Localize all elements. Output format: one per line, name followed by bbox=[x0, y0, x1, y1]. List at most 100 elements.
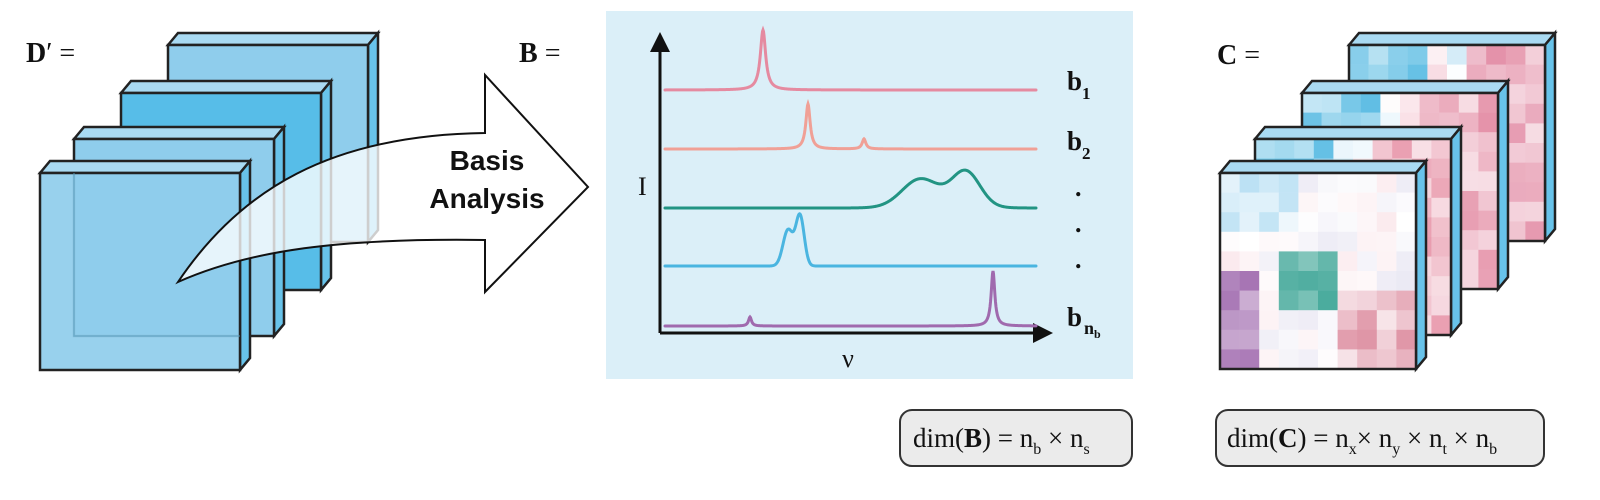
heatmap-cell bbox=[1278, 329, 1299, 350]
heatmap-cell bbox=[1478, 132, 1499, 153]
heatmap-cell bbox=[1239, 271, 1260, 291]
heatmap-cell bbox=[1298, 310, 1319, 331]
heatmap-cell bbox=[1439, 93, 1460, 113]
heatmap-cell bbox=[1239, 173, 1260, 193]
heatmap-cell bbox=[1298, 231, 1319, 252]
heatmap-cell bbox=[1318, 192, 1338, 213]
heatmap-cell bbox=[1259, 212, 1280, 233]
heatmap-cell bbox=[1431, 217, 1452, 238]
heatmap-cell bbox=[1239, 231, 1260, 252]
basis-curve-b4 bbox=[663, 212, 1038, 268]
label-c: C = bbox=[1217, 40, 1260, 71]
heatmap-cell bbox=[1259, 310, 1280, 331]
heatmap-cell bbox=[1259, 192, 1280, 213]
heatmap-cell bbox=[1458, 171, 1479, 192]
basis-curve-bnb bbox=[663, 270, 1038, 328]
heatmap-cell bbox=[1525, 45, 1546, 65]
heatmap-cell bbox=[1313, 139, 1334, 159]
heatmap-cell bbox=[1376, 251, 1397, 272]
heatmap-cell bbox=[1239, 251, 1260, 272]
heatmap-cell bbox=[1427, 45, 1448, 65]
heatmap-cell bbox=[1525, 201, 1546, 222]
heatmap-cell bbox=[1376, 231, 1397, 252]
heatmap-cell bbox=[1447, 64, 1467, 85]
heatmap-cell bbox=[1220, 251, 1240, 272]
heatmap-cell bbox=[1357, 290, 1378, 311]
heatmap-cell bbox=[1360, 93, 1381, 113]
heatmap-cell bbox=[1341, 93, 1362, 113]
heatmap-cell bbox=[1274, 139, 1295, 159]
heatmap-cell bbox=[1466, 64, 1487, 85]
heatmap-cell bbox=[1447, 45, 1467, 65]
heatmap-cell bbox=[1337, 271, 1358, 291]
x-axis-arrowhead bbox=[1033, 323, 1053, 343]
heatmap-cell bbox=[1396, 192, 1417, 213]
heatmap-cell bbox=[1259, 251, 1280, 272]
heatmap-cell bbox=[1278, 173, 1299, 193]
heatmap-cell bbox=[1298, 349, 1319, 370]
heatmap-cell bbox=[1458, 132, 1479, 153]
heatmap-cell bbox=[1376, 310, 1397, 331]
heatmap-cell bbox=[1525, 84, 1546, 105]
heatmap-cell bbox=[1349, 64, 1369, 85]
heatmap-cell bbox=[1278, 231, 1299, 252]
heatmap-cell bbox=[1357, 192, 1378, 213]
heatmap-cell bbox=[1486, 45, 1507, 65]
heatmap-cell bbox=[1505, 84, 1526, 105]
heatmap-cell bbox=[1431, 197, 1452, 218]
heatmap-cell bbox=[1368, 64, 1389, 85]
heatmap-cell bbox=[1318, 212, 1338, 233]
heatmap-cell bbox=[1505, 103, 1526, 124]
heatmap-cell bbox=[1372, 139, 1393, 159]
heatmap-cell bbox=[1298, 271, 1319, 291]
heatmap-cell bbox=[1478, 210, 1499, 231]
spectra-axes bbox=[650, 32, 1053, 343]
heatmap-cell bbox=[1298, 173, 1319, 193]
heatmap-cell bbox=[1318, 349, 1338, 370]
heatmap-cell bbox=[1376, 329, 1397, 350]
heatmap-cell bbox=[1478, 151, 1499, 172]
heatmap-cell bbox=[1259, 231, 1280, 252]
heatmap-cell bbox=[1220, 271, 1240, 291]
heatmap-cell bbox=[1396, 349, 1417, 370]
heatmap-cell bbox=[1400, 93, 1420, 113]
heatmap-cell bbox=[1431, 178, 1452, 199]
heatmap-cell bbox=[1357, 329, 1378, 350]
heatmap-cell bbox=[1239, 212, 1260, 233]
basis-label-b1: b1 bbox=[1067, 66, 1091, 103]
heatmap-cell bbox=[1376, 212, 1397, 233]
heatmap-cell bbox=[1392, 139, 1413, 159]
heatmap-cell bbox=[1353, 139, 1373, 159]
heatmap-cell bbox=[1396, 251, 1417, 272]
heatmap-cell bbox=[1525, 103, 1546, 124]
heatmap-cell bbox=[1478, 171, 1499, 192]
heatmap-cell bbox=[1407, 64, 1428, 85]
heatmap-cell bbox=[1486, 64, 1507, 85]
heatmap-cell bbox=[1239, 349, 1260, 370]
heatmap-cell bbox=[1337, 212, 1358, 233]
heatmap-cell bbox=[1337, 173, 1358, 193]
heatmap-cell bbox=[1505, 162, 1526, 183]
ellipsis-dot-2: . bbox=[1075, 209, 1082, 238]
heatmap-cell bbox=[1525, 123, 1546, 144]
heatmap-cell bbox=[1478, 93, 1499, 113]
heatmap-cell bbox=[1278, 310, 1299, 331]
coefficient-layer-1 bbox=[1217, 157, 1429, 373]
heatmap-cell bbox=[1388, 45, 1409, 65]
heatmap-cell bbox=[1396, 290, 1417, 311]
arrow-label-line2: Analysis bbox=[429, 183, 544, 214]
heatmap-cell bbox=[1278, 271, 1299, 291]
heatmap-cell bbox=[1318, 271, 1338, 291]
heatmap-cell bbox=[1525, 221, 1546, 242]
heatmap-cell bbox=[1505, 64, 1526, 85]
heatmap-cell bbox=[1458, 269, 1479, 290]
basis-analysis-arrow: Basis Analysis bbox=[175, 72, 590, 295]
arrow-label-line1: Basis bbox=[450, 145, 525, 176]
heatmap-cell bbox=[1259, 271, 1280, 291]
heatmap-cell bbox=[1458, 112, 1479, 133]
heatmap-cell bbox=[1505, 143, 1526, 163]
heatmap-cell bbox=[1427, 64, 1448, 85]
heatmap-cell bbox=[1259, 173, 1280, 193]
heatmap-cell bbox=[1478, 269, 1499, 290]
y-axis-arrowhead bbox=[650, 32, 670, 52]
